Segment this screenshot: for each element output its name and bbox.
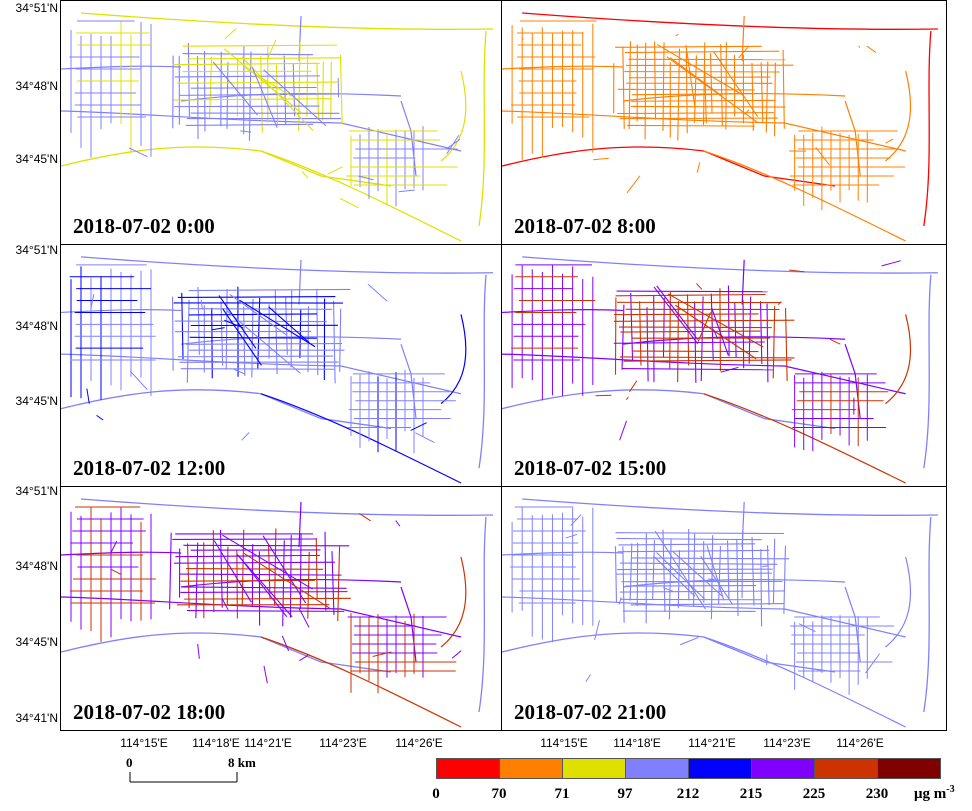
map-panel: 2018-07-02 21:00 [501, 486, 947, 731]
legend-label: 225 [802, 786, 826, 802]
panel-title: 2018-07-02 18:00 [71, 700, 228, 724]
legend-label: 230 [865, 786, 889, 802]
legend-label: 71 [554, 786, 570, 802]
legend-swatch [562, 758, 626, 779]
lat-label: 34°48'N [15, 559, 58, 573]
legend-swatch [814, 758, 878, 779]
legend-swatch [688, 758, 752, 779]
panel-title: 2018-07-02 21:00 [512, 700, 669, 724]
lat-label: 34°45'N [15, 635, 58, 649]
lat-label: 34°45'N [15, 394, 58, 408]
scale-bar [129, 772, 238, 783]
lat-label: 34°45'N [15, 152, 58, 166]
lon-label: 114°15'E [540, 736, 588, 750]
lon-label: 114°21'E [688, 736, 736, 750]
road-network [61, 498, 494, 728]
panel-title: 2018-07-02 15:00 [512, 456, 669, 480]
road-network [502, 12, 938, 242]
legend-label: 97 [617, 786, 633, 802]
legend-swatch [877, 758, 941, 779]
lon-label: 114°26'E [836, 736, 884, 750]
lon-label: 114°21'E [244, 736, 292, 750]
color-legend [436, 758, 941, 779]
lat-label: 34°48'N [15, 79, 58, 93]
scale-bar-end: 8 km [228, 755, 256, 770]
lat-label: 34°48'N [15, 319, 58, 333]
lon-label: 114°15'E [120, 736, 168, 750]
legend-label: 212 [676, 786, 700, 802]
road-network [61, 12, 494, 242]
legend-label: 215 [739, 786, 763, 802]
legend-swatch [499, 758, 563, 779]
lat-label: 34°41'N [15, 711, 58, 725]
panel-title: 2018-07-02 12:00 [71, 456, 228, 480]
legend-swatch [436, 758, 500, 779]
lat-label: 34°51'N [15, 484, 58, 498]
scale-bar-start: 0 [126, 755, 133, 770]
legend-swatch [625, 758, 689, 779]
map-panel: 2018-07-02 12:00 [60, 244, 502, 487]
legend-swatch [751, 758, 815, 779]
lon-label: 114°18'E [613, 736, 661, 750]
lon-label: 114°23'E [319, 736, 367, 750]
lon-label: 114°26'E [395, 736, 443, 750]
lon-label: 114°18'E [192, 736, 240, 750]
lon-label: 114°23'E [763, 736, 811, 750]
map-panel: 2018-07-02 18:00 [60, 486, 502, 731]
legend-label: 0 [432, 786, 440, 802]
legend-label: 70 [491, 786, 507, 802]
road-network [61, 256, 494, 484]
map-panel: 2018-07-02 15:00 [501, 244, 947, 487]
road-network [502, 256, 938, 484]
map-panel: 2018-07-02 0:00 [60, 0, 502, 245]
road-network [502, 498, 938, 728]
legend-unit: μg m-3 [914, 784, 955, 802]
panel-title: 2018-07-02 8:00 [512, 214, 658, 238]
lat-label: 34°51'N [15, 1, 58, 15]
lat-label: 34°51'N [15, 243, 58, 257]
panel-title: 2018-07-02 0:00 [71, 214, 217, 238]
map-panel: 2018-07-02 8:00 [501, 0, 947, 245]
